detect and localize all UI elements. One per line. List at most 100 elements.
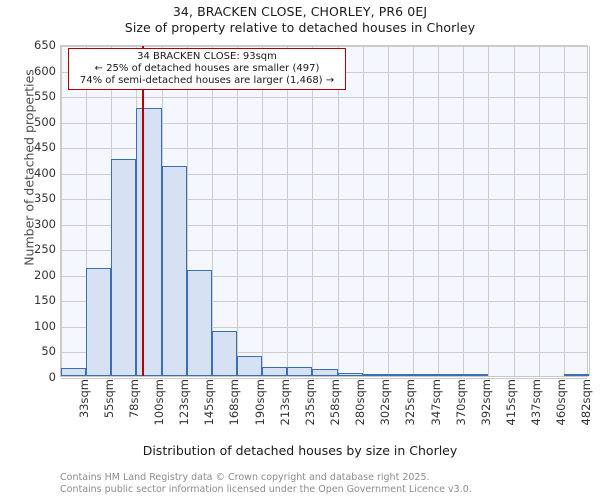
histogram-bar [237,356,263,376]
gridline-horizontal [61,275,587,277]
y-axis-tick-label: 250 [34,242,56,257]
gridline-vertical [287,46,289,376]
histogram-bar [563,374,589,376]
y-axis-tick-label: 100 [34,318,56,333]
gridline-vertical [211,46,213,376]
gridline-vertical [337,46,339,376]
gridline-vertical [237,46,238,376]
x-axis-tick-label: 392sqm [478,379,493,426]
gridline-vertical [362,46,364,376]
gridline-vertical [262,46,264,376]
gridline-horizontal [61,301,587,303]
gridline-horizontal [61,199,587,201]
annotation-line-smaller: ← 25% of detached houses are smaller (49… [94,62,320,74]
y-axis-tick-label: 200 [34,267,56,282]
y-axis-tick-label: 300 [34,216,56,231]
gridline-horizontal [61,378,587,379]
y-axis-tick-label: 0 [48,370,56,384]
gridline-vertical [61,46,62,376]
plot-area [60,45,590,379]
gridline-horizontal [61,352,587,354]
x-axis-tick-label: 55sqm [101,379,116,419]
y-axis-tick-label: 600 [34,63,56,78]
x-axis-tick-label: 280sqm [353,379,368,426]
x-axis-tick-label: 460sqm [554,379,569,426]
histogram-bar [86,267,112,376]
x-axis-ticks: 33sqm 55sqm 78sqm 100sqm 123sqm 145sqm 168sqm 1… [60,379,594,441]
gridline-horizontal [61,250,587,252]
gridline-vertical [589,46,590,376]
histogram-bar [61,367,87,376]
histogram-bar [211,331,237,376]
gridline-horizontal [61,224,587,226]
y-axis-ticks: 0 50 100 150 200 250 300 350 400 450 500 550 600 650 [0,38,56,384]
gridline-horizontal [61,173,587,175]
y-axis-tick-label: 550 [34,89,56,104]
x-axis-tick-label: 100sqm [152,379,166,426]
y-axis-tick-label: 150 [34,293,56,308]
histogram-bar [387,374,413,376]
y-axis-label: Number of detached properties [21,69,37,266]
gridline-horizontal [61,148,587,150]
y-axis-tick-label: 500 [34,114,56,129]
x-axis-tick-label: 145sqm [202,379,217,426]
footer-line-1: Contains HM Land Registry data © Crown c… [60,472,430,483]
histogram-bar [362,374,388,376]
histogram-bar [262,366,288,376]
gridline-horizontal [61,326,587,328]
x-axis-tick-label: 325sqm [403,379,418,426]
gridline-vertical [387,46,389,376]
gridline-vertical [488,46,490,376]
histogram-bar [413,374,439,376]
histogram-bar [186,270,212,376]
y-axis-tick-label: 650 [34,38,56,52]
histogram-bar [337,373,363,376]
y-axis-tick-label: 350 [34,191,56,206]
gridline-vertical [438,46,440,376]
x-axis-tick-label: 213sqm [277,379,292,426]
property-annotation-box: 34 BRACKEN CLOSE: 93sqm ← 25% of detache… [68,48,346,91]
x-axis-tick-label: 190sqm [252,379,267,426]
x-axis-tick-label: 168sqm [227,379,242,426]
gridline-vertical [513,46,515,376]
histogram-bar [136,108,162,376]
histogram-bar [287,367,313,376]
gridline-vertical [538,46,540,376]
y-axis-tick-label: 50 [41,344,56,359]
chart-title: 34, BRACKEN CLOSE, CHORLEY, PR6 0EJ [172,4,428,19]
gridline-horizontal [61,97,587,99]
x-axis-tick-label: 258sqm [328,379,342,426]
gridline-vertical [563,46,565,376]
histogram-bar [312,369,338,376]
y-axis-tick-label: 450 [34,140,56,155]
x-axis-tick-label: 78sqm [126,379,141,419]
annotation-line-larger: 74% of semi-detached houses are larger (… [79,74,335,86]
x-axis-tick-label: 370sqm [453,379,468,426]
histogram-bar [161,165,187,376]
histogram-bar [111,159,137,376]
x-axis-tick-label: 123sqm [177,379,192,426]
gridline-horizontal [61,46,587,47]
gridline-horizontal [61,122,587,124]
gridline-vertical [312,46,314,376]
x-axis-tick-label: 347sqm [428,379,443,426]
x-axis-tick-label: 33sqm [76,379,91,419]
gridline-vertical [186,46,188,376]
gridline-vertical [463,46,465,376]
x-axis-label: Distribution of detached houses by size … [142,443,458,458]
x-axis-tick-label: 415sqm [504,379,518,426]
subject-property-marker-line [142,46,144,376]
footer-line-2: Contains public sector information licen… [60,483,472,495]
gridline-vertical [413,46,414,376]
histogram-bar [463,374,489,376]
x-axis-tick-label: 235sqm [302,379,317,426]
x-axis-tick-label: 437sqm [529,379,544,426]
y-axis-tick-label: 400 [34,165,56,180]
annotation-line-property: 34 BRACKEN CLOSE: 93sqm [137,51,277,62]
footer-attribution: Contains HM Land Registry data © Crown c… [60,472,580,496]
gridline-vertical [86,46,88,376]
x-axis-tick-label: 302sqm [378,379,393,426]
histogram-bar [438,374,464,376]
chart-subtitle: Size of property relative to detached ho… [124,20,476,35]
